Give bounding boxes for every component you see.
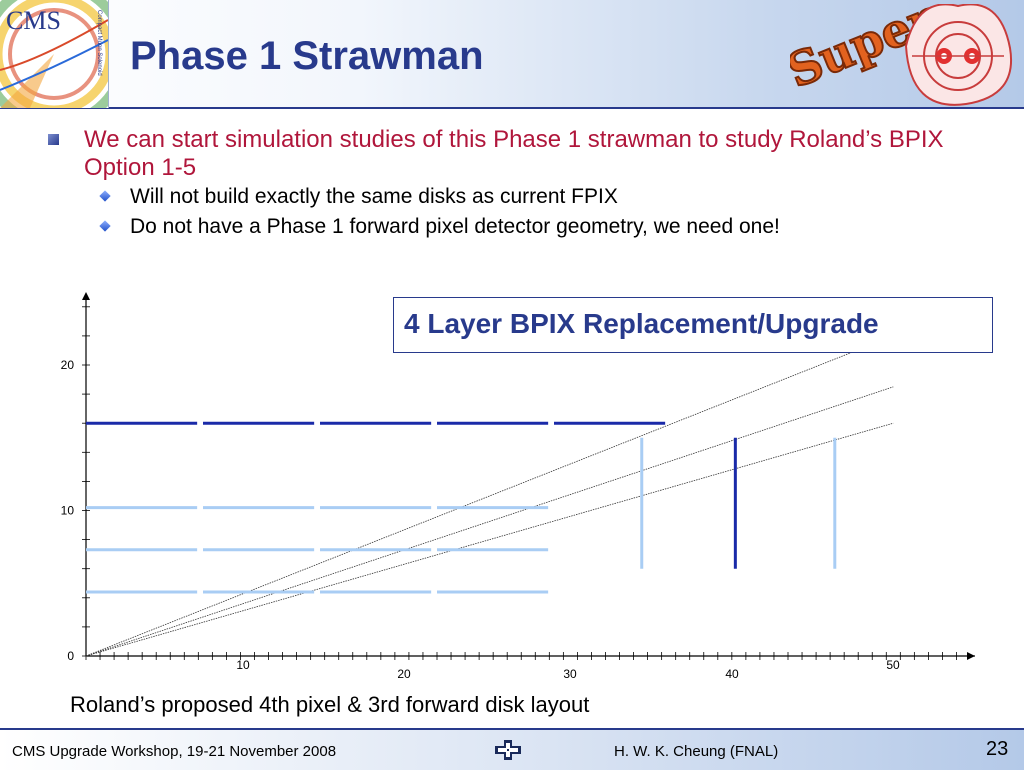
bullet-sub-text: Will not build exactly the same disks as… <box>130 185 618 208</box>
bullet-sub-1: Will not build exactly the same disks as… <box>84 182 948 212</box>
bullet-sub-2: Do not have a Phase 1 forward pixel dete… <box>84 212 948 242</box>
x-tick-label: 10 <box>236 658 250 672</box>
square-bullet-icon <box>48 134 59 145</box>
bullet-sub-text: Do not have a Phase 1 forward pixel dete… <box>130 215 780 238</box>
y-tick-label: 20 <box>61 358 75 372</box>
y-tick-label: 10 <box>61 504 75 518</box>
super-logo-text: Super <box>790 4 791 5</box>
slide-header <box>0 0 1024 108</box>
x-tick-label: 50 <box>886 658 900 672</box>
slide-title: Phase 1 Strawman <box>130 34 484 78</box>
x-tick-label: 40 <box>725 667 739 681</box>
x-tick-label: 20 <box>397 667 411 681</box>
eta-line <box>85 422 894 657</box>
footer-author: H. W. K. Cheung (FNAL) <box>614 743 779 760</box>
eta-line <box>85 335 894 657</box>
bullet-main: We can start simulation studies of this … <box>48 126 948 182</box>
eta-line <box>85 386 894 657</box>
page-number: 23 <box>986 738 1009 760</box>
chart-title: 4 Layer BPIX Replacement/Upgrade <box>404 308 879 339</box>
collision-graphic <box>904 3 1012 106</box>
cms-logo-subtext: Compact Muon Solenoid <box>96 10 102 76</box>
diamond-bullet-icon <box>99 220 111 232</box>
cms-logo: CMS Compact Muon Solenoid <box>0 0 109 108</box>
bullet-main-text: We can start simulation studies of this … <box>84 126 944 181</box>
y-tick-label: 0 <box>67 649 74 663</box>
layout-chart: 10 20 30 40 50 0 10 20 <box>61 292 975 681</box>
header-rule <box>0 107 1024 109</box>
diamond-bullet-icon <box>99 190 111 202</box>
chart-caption: Roland’s proposed 4th pixel & 3rd forwar… <box>70 692 590 717</box>
fermilab-logo-icon <box>495 740 521 760</box>
super-logo: Super Super <box>779 0 1024 108</box>
x-axis-arrow <box>967 652 975 660</box>
footer-event: CMS Upgrade Workshop, 19-21 November 200… <box>12 743 337 760</box>
x-tick-label: 30 <box>563 667 577 681</box>
slide-footer: CMS Upgrade Workshop, 19-21 November 200… <box>0 728 1024 770</box>
y-axis-arrow <box>82 292 90 300</box>
bullet-list: We can start simulation studies of this … <box>48 126 948 242</box>
cms-logo-text: CMS <box>6 6 61 35</box>
chart-title-box: 4 Layer BPIX Replacement/Upgrade <box>393 297 993 353</box>
